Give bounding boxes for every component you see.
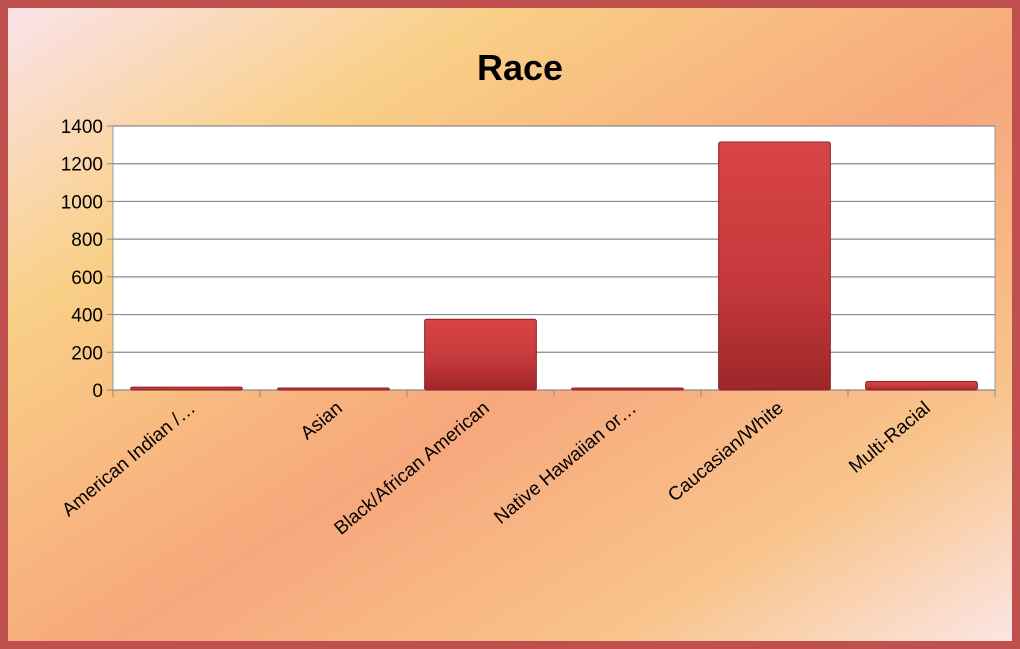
y-tick-label: 800 [71, 230, 103, 251]
bar-1 [131, 387, 243, 390]
y-tick-label: 0 [92, 381, 103, 402]
plot-area [113, 126, 995, 390]
bar-2 [278, 388, 390, 390]
bar-4 [572, 388, 684, 390]
bar-5 [719, 142, 831, 390]
chart-title: Race [477, 47, 563, 88]
y-tick-label: 200 [71, 343, 103, 364]
y-tick-label: 1200 [61, 155, 103, 176]
bar-3 [425, 319, 537, 390]
y-tick-label: 400 [71, 306, 103, 327]
bar-6 [866, 382, 978, 390]
y-tick-label: 1000 [61, 192, 103, 213]
y-tick-label: 600 [71, 268, 103, 289]
y-tick-label: 1400 [61, 117, 103, 138]
